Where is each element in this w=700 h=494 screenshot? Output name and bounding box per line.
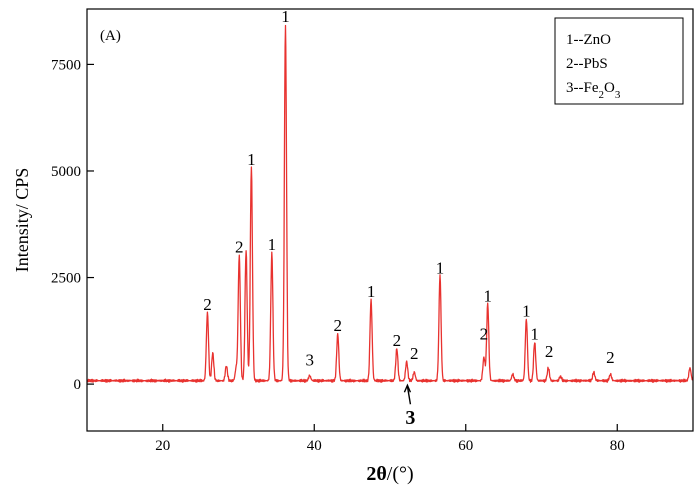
y-axis-label: Intensity/ CPS <box>12 168 32 273</box>
arrow-annotation-label: 3 <box>405 407 415 429</box>
annotation-arrow <box>406 386 412 405</box>
legend-entry: 3--Fe2O3 <box>566 80 621 101</box>
legend-entry: 1--ZnO <box>566 32 611 48</box>
legend-entry-sub2: 3 <box>615 89 621 101</box>
peak-label: 1 <box>281 7 290 26</box>
peak-label: 2 <box>333 316 342 335</box>
peak-label: 1 <box>522 301 531 320</box>
legend-box <box>554 17 684 105</box>
y-tick-label: 2500 <box>51 271 81 287</box>
legend-entry: 2--PbS <box>566 56 608 72</box>
peak-label: 1 <box>247 150 256 169</box>
legend-entry-sub: 2 <box>599 89 605 101</box>
legend-entry-num: 2-- <box>566 56 584 72</box>
peak-label: 2 <box>480 325 489 344</box>
legend-entry-base: PbS <box>584 56 608 72</box>
x-tick-label: 40 <box>307 438 322 454</box>
x-tick-label: 20 <box>155 438 170 454</box>
peak-label: 2 <box>393 331 402 350</box>
peak-label: 3 <box>305 350 314 369</box>
xrd-series-line <box>86 24 694 383</box>
legend-entry-num: 3-- <box>566 80 584 96</box>
legend-entry-rest: O <box>604 80 615 96</box>
peak-label: 1 <box>483 286 492 305</box>
x-tick-label: 80 <box>610 438 625 454</box>
peak-label: 2 <box>235 237 244 256</box>
legend-entry-base: ZnO <box>584 32 612 48</box>
panel-label: (A) <box>100 28 121 44</box>
peak-label: 2 <box>410 344 419 363</box>
y-tick-label: 0 <box>74 377 82 393</box>
plot-frame <box>86 8 694 432</box>
legend-entry-num: 1-- <box>566 32 584 48</box>
peak-label: 1 <box>268 235 277 254</box>
y-tick-label: 5000 <box>51 164 81 180</box>
peak-label: 2 <box>606 348 615 367</box>
peak-label: 2 <box>203 295 212 314</box>
x-axis-label-theta: 2θ <box>366 463 386 485</box>
peak-label: 2 <box>545 342 554 361</box>
legend-entry-base: Fe <box>584 80 599 96</box>
x-tick-label: 60 <box>458 438 473 454</box>
y-tick-label: 7500 <box>51 57 81 73</box>
peak-label: 1 <box>436 259 445 278</box>
annotation-arrowhead <box>403 383 412 393</box>
peak-label: 1 <box>367 282 376 301</box>
peak-label: 1 <box>530 325 539 344</box>
x-axis-label: 2θ/(°) <box>366 463 413 485</box>
x-axis-label-unit: /(°) <box>387 463 414 485</box>
